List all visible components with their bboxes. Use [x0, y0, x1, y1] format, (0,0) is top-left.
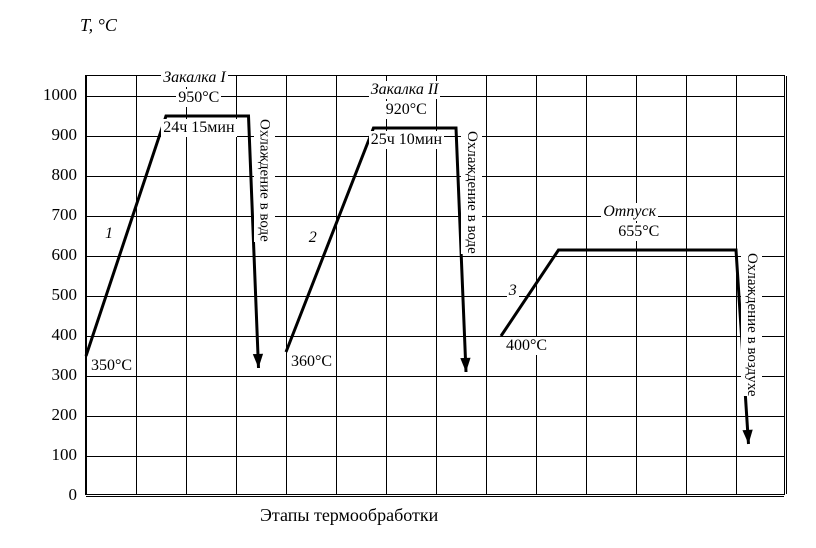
stage-hold-time: 24ч 15мин [161, 119, 236, 137]
grid-h [86, 456, 784, 457]
y-tick-label: 900 [35, 125, 77, 145]
y-tick-label: 0 [35, 485, 77, 505]
grid-v [586, 76, 587, 494]
arrowhead-icon [253, 354, 263, 368]
arrowhead-icon [460, 358, 470, 372]
y-tick-label: 200 [35, 405, 77, 425]
stage-title: Закалка II [369, 81, 441, 99]
cooling-label: Охлаждение в воде [254, 119, 275, 242]
grid-v [636, 76, 637, 494]
heat-treatment-chart: T, °C Этапы термообработки 0 100 200 300 400… [10, 10, 806, 538]
grid-v [736, 76, 737, 494]
x-axis-title: Этапы термообработки [260, 505, 438, 526]
grid-h [86, 496, 784, 497]
stage-hold-time: 25ч 10мин [369, 131, 444, 149]
y-tick-label: 400 [35, 325, 77, 345]
grid-v [86, 76, 87, 494]
y-tick-label: 800 [35, 165, 77, 185]
y-axis-title: T, °C [80, 15, 117, 36]
grid-v [236, 76, 237, 494]
stage-title: Закалка I [161, 69, 227, 87]
stage-start-temp: 350°C [89, 357, 134, 375]
stage-temp: 920°C [384, 101, 429, 119]
grid-h [86, 336, 784, 337]
grid-v [486, 76, 487, 494]
grid-v [336, 76, 337, 494]
stage-number: 2 [307, 229, 319, 247]
y-tick-label: 600 [35, 245, 77, 265]
stage-number: 3 [507, 282, 519, 300]
arrowhead-icon [742, 430, 752, 444]
stage-start-temp: 400°C [504, 337, 549, 355]
stage-start-temp: 360°C [289, 353, 334, 371]
stage-title: Отпуск [601, 203, 658, 221]
cooling-label: Охлаждение в воде [461, 131, 482, 254]
grid-h [86, 176, 784, 177]
grid-v [686, 76, 687, 494]
y-tick-label: 700 [35, 205, 77, 225]
y-tick-label: 1000 [35, 85, 77, 105]
grid-v [186, 76, 187, 494]
y-tick-label: 500 [35, 285, 77, 305]
stage-temp: 655°C [616, 223, 661, 241]
grid-v [786, 76, 787, 494]
grid-h [86, 296, 784, 297]
grid-h [86, 256, 784, 257]
y-tick-label: 100 [35, 445, 77, 465]
cooling-label: Охлаждение в воздухе [741, 253, 762, 396]
grid-v [136, 76, 137, 494]
y-tick-label: 300 [35, 365, 77, 385]
grid-h [86, 416, 784, 417]
grid-v [536, 76, 537, 494]
stage-number: 1 [103, 225, 115, 243]
grid-h [86, 216, 784, 217]
stage-temp: 950°C [176, 89, 221, 107]
grid-h [86, 376, 784, 377]
grid-v [286, 76, 287, 494]
